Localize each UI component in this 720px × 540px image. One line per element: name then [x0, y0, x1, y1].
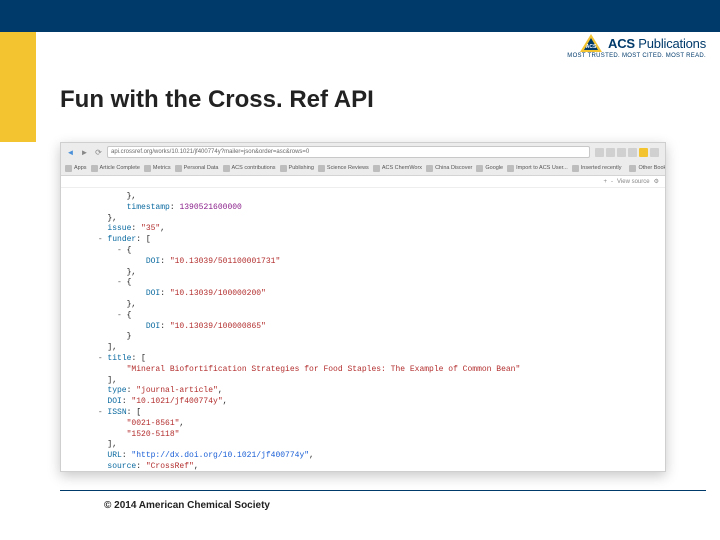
other-bookmarks[interactable]: Other Bookmarks — [629, 165, 665, 172]
folder-icon — [629, 165, 636, 172]
bookmark-icon — [426, 165, 433, 172]
json-content: }, timestamp: 1390521600000 }, issue: "3… — [61, 188, 665, 471]
slide-top-bar — [0, 0, 720, 32]
gear-icon[interactable]: ⚙ — [654, 178, 659, 185]
ext-icon[interactable] — [595, 148, 604, 157]
address-text: api.crossref.org/works/10.1021/jf400774y… — [111, 149, 309, 155]
bookmark-icon — [223, 165, 230, 172]
bookmark-item[interactable]: Publishing — [280, 165, 314, 172]
bookmark-item[interactable]: Personal Data — [175, 165, 219, 172]
acs-logo-icon: ACS — [580, 34, 602, 52]
bookmark-icon — [91, 165, 98, 172]
ext-icon[interactable] — [628, 148, 637, 157]
bookmark-item[interactable]: Science Reviews — [318, 165, 369, 172]
expand-button[interactable]: + — [604, 179, 608, 185]
bookmarks-bar: Apps Article Complete Metrics Personal D… — [61, 161, 665, 175]
brand-name-strong: ACS — [608, 36, 635, 51]
menu-icon[interactable] — [650, 148, 659, 157]
bookmark-item[interactable]: Import to ACS User... — [507, 165, 568, 172]
browser-window: ◄ ► ⟳ api.crossref.org/works/10.1021/jf4… — [60, 142, 666, 472]
bookmark-item[interactable]: China Discover — [426, 165, 472, 172]
bookmark-item[interactable]: Google — [476, 165, 503, 172]
bookmark-icon — [373, 165, 380, 172]
bookmark-item[interactable]: ACS contributions — [223, 165, 276, 172]
address-action-icons — [593, 148, 661, 157]
bookmark-item[interactable]: ACS ChemWorx — [373, 165, 422, 172]
bookmark-item[interactable]: Metrics — [144, 165, 171, 172]
view-source-link[interactable]: View source — [617, 179, 650, 185]
bookmark-icon — [476, 165, 483, 172]
brand-name-rest: Publications — [635, 36, 706, 51]
footer-divider — [60, 490, 706, 491]
bookmark-star-icon[interactable] — [639, 148, 648, 157]
ext-icon[interactable] — [617, 148, 626, 157]
bookmark-icon — [175, 165, 182, 172]
slide-accent-bar — [0, 32, 36, 142]
forward-button[interactable]: ► — [79, 147, 90, 158]
copyright-text: © 2014 American Chemical Society — [104, 500, 270, 511]
address-bar[interactable]: api.crossref.org/works/10.1021/jf400774y… — [107, 146, 590, 158]
collapse-button[interactable]: - — [611, 179, 613, 185]
bookmark-icon — [280, 165, 287, 172]
bookmark-item[interactable]: Apps — [65, 165, 87, 172]
address-row: ◄ ► ⟳ api.crossref.org/works/10.1021/jf4… — [61, 143, 665, 161]
bookmark-icon — [507, 165, 514, 172]
svg-text:ACS: ACS — [586, 44, 597, 50]
ext-icon[interactable] — [606, 148, 615, 157]
brand-tagline: MOST TRUSTED. MOST CITED. MOST READ. — [567, 53, 706, 59]
slide-title: Fun with the Cross. Ref API — [60, 86, 374, 114]
bookmark-icon — [572, 165, 579, 172]
back-button[interactable]: ◄ — [65, 147, 76, 158]
bookmark-icon — [144, 165, 151, 172]
bookmark-item[interactable]: Inserted recently — [572, 165, 622, 172]
json-viewer-toolbar: + - View source ⚙ — [61, 176, 665, 188]
reload-button[interactable]: ⟳ — [93, 147, 104, 158]
brand-name: ACS Publications — [608, 36, 706, 51]
bookmark-item[interactable]: Article Complete — [91, 165, 140, 172]
bookmark-icon — [65, 165, 72, 172]
brand-logo: ACS ACS Publications MOST TRUSTED. MOST … — [567, 34, 706, 59]
browser-chrome: ◄ ► ⟳ api.crossref.org/works/10.1021/jf4… — [61, 143, 665, 176]
bookmark-icon — [318, 165, 325, 172]
